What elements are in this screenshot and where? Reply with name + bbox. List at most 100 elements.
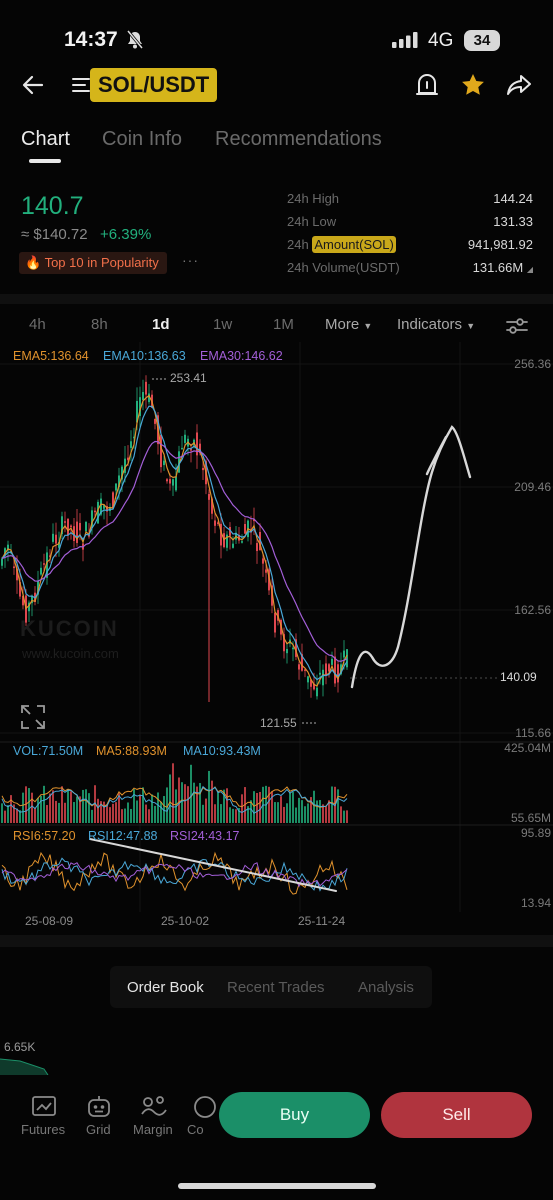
caret-down-icon: ▼ bbox=[466, 321, 476, 331]
caret-down-icon: ▼ bbox=[363, 321, 373, 331]
price-axis-label: 115.66 bbox=[515, 726, 551, 740]
clock: 14:37 bbox=[64, 28, 118, 51]
candle-body bbox=[112, 492, 114, 509]
timeframe-8h[interactable]: 8h bbox=[91, 316, 108, 333]
ema10-label: EMA10:136.63 bbox=[103, 349, 186, 363]
candle-body bbox=[103, 505, 105, 509]
candle-body bbox=[40, 567, 42, 575]
volume-bar bbox=[82, 789, 84, 823]
nav-grid[interactable]: Grid bbox=[86, 1122, 111, 1137]
volume-bar bbox=[274, 802, 276, 823]
nav-margin[interactable]: Margin bbox=[133, 1122, 173, 1137]
volume-ma5-line bbox=[1, 786, 348, 809]
menu-icon[interactable] bbox=[72, 76, 92, 94]
volume-bar bbox=[313, 790, 315, 823]
timeframe-4h[interactable]: 4h bbox=[29, 316, 46, 333]
volume-bar bbox=[211, 780, 213, 823]
signal-icon bbox=[392, 32, 418, 48]
volume-bar bbox=[331, 786, 333, 823]
candle-body bbox=[283, 634, 285, 652]
volume-bar bbox=[178, 777, 180, 823]
price-alert-icon[interactable] bbox=[416, 73, 438, 97]
volume-bar bbox=[172, 763, 174, 823]
timeframe-1d[interactable]: 1d bbox=[152, 316, 170, 333]
candle-body bbox=[322, 669, 324, 686]
volume-bar bbox=[109, 807, 111, 823]
volume-bar bbox=[88, 793, 90, 823]
candle-body bbox=[175, 476, 177, 491]
volume-bar bbox=[148, 809, 150, 823]
volume-bar bbox=[7, 805, 9, 823]
volume-bar bbox=[346, 810, 348, 823]
volume-bar bbox=[52, 790, 54, 823]
order-tabs-container bbox=[110, 966, 432, 1008]
popularity-badge[interactable]: 🔥 Top 10 in Popularity bbox=[19, 252, 167, 274]
tab-chart[interactable]: Chart bbox=[21, 128, 70, 150]
home-indicator[interactable] bbox=[178, 1183, 376, 1189]
sell-button[interactable]: Sell bbox=[381, 1092, 532, 1138]
volume-bar bbox=[286, 803, 288, 823]
candle-body bbox=[307, 676, 309, 683]
price-chart[interactable] bbox=[0, 342, 553, 938]
nav-futures[interactable]: Futures bbox=[21, 1122, 66, 1137]
low-marker-label: 121.55 bbox=[260, 716, 297, 730]
stat-label-low: 24h Low bbox=[287, 214, 337, 229]
fullscreen-expand-icon[interactable] bbox=[20, 704, 46, 730]
favorite-star-icon[interactable] bbox=[460, 72, 486, 98]
kucoin-watermark: KUCOIN bbox=[20, 616, 119, 641]
volume-bar bbox=[310, 797, 312, 823]
ma10-label: MA10:93.43M bbox=[183, 744, 261, 758]
volume-bar bbox=[214, 804, 216, 823]
candle-body bbox=[160, 434, 162, 468]
price-axis-label: 256.36 bbox=[514, 357, 551, 371]
timeframe-1m[interactable]: 1M bbox=[273, 316, 294, 333]
tab-recommendations[interactable]: Recommendations bbox=[215, 128, 382, 150]
grid-bot-icon[interactable] bbox=[86, 1094, 112, 1120]
candle-body bbox=[343, 650, 345, 658]
ema30-line bbox=[1, 440, 348, 662]
share-icon[interactable] bbox=[506, 73, 532, 97]
more-dots-icon[interactable]: ··· bbox=[182, 252, 199, 268]
active-tab-indicator bbox=[29, 159, 61, 163]
candle-body bbox=[196, 432, 198, 456]
volume-bar bbox=[139, 794, 141, 823]
nav-copy[interactable]: Co bbox=[187, 1122, 204, 1137]
tab-order-book[interactable]: Order Book bbox=[127, 979, 204, 996]
volume-bar bbox=[226, 788, 228, 823]
candle-body bbox=[52, 533, 54, 542]
volume-bar bbox=[340, 806, 342, 823]
chart-settings-icon[interactable] bbox=[505, 316, 529, 336]
volume-bar bbox=[301, 800, 303, 823]
candle-body bbox=[190, 449, 192, 451]
trading-pair-title[interactable]: SOL/USDT bbox=[90, 68, 218, 102]
candle-body bbox=[97, 501, 99, 524]
volume-bar bbox=[112, 803, 114, 823]
back-arrow-icon[interactable] bbox=[20, 72, 46, 98]
flame-icon: 🔥 bbox=[25, 255, 42, 270]
volume-axis-label: 425.04M bbox=[504, 741, 551, 755]
volume-bar bbox=[187, 786, 189, 823]
indicators-dropdown[interactable]: Indicators ▼ bbox=[397, 316, 475, 333]
candle-body bbox=[37, 581, 39, 595]
candle-body bbox=[217, 522, 219, 524]
stat-value-volume-text: 131.66M bbox=[472, 260, 524, 275]
copy-icon[interactable] bbox=[192, 1094, 216, 1120]
tab-coin-info[interactable]: Coin Info bbox=[102, 128, 183, 150]
volume-bar bbox=[268, 786, 270, 823]
stat-label-high: 24h High bbox=[287, 191, 340, 206]
buy-button[interactable]: Buy bbox=[219, 1092, 370, 1138]
volume-ma10-line bbox=[1, 785, 348, 814]
volume-bar bbox=[157, 792, 159, 823]
margin-icon[interactable] bbox=[140, 1094, 168, 1120]
volume-bar bbox=[103, 801, 105, 823]
volume-bar bbox=[238, 808, 240, 823]
volume-bar bbox=[91, 809, 93, 823]
volume-axis-label: 55.65M bbox=[510, 811, 551, 825]
futures-icon[interactable] bbox=[31, 1094, 57, 1120]
more-timeframes-dropdown[interactable]: More ▼ bbox=[325, 316, 372, 333]
candle-body bbox=[286, 648, 288, 654]
timeframe-1w[interactable]: 1w bbox=[213, 316, 233, 333]
tab-analysis[interactable]: Analysis bbox=[358, 979, 414, 996]
tab-recent-trades[interactable]: Recent Trades bbox=[227, 979, 325, 996]
high-marker-label: 253.41 bbox=[170, 371, 207, 385]
